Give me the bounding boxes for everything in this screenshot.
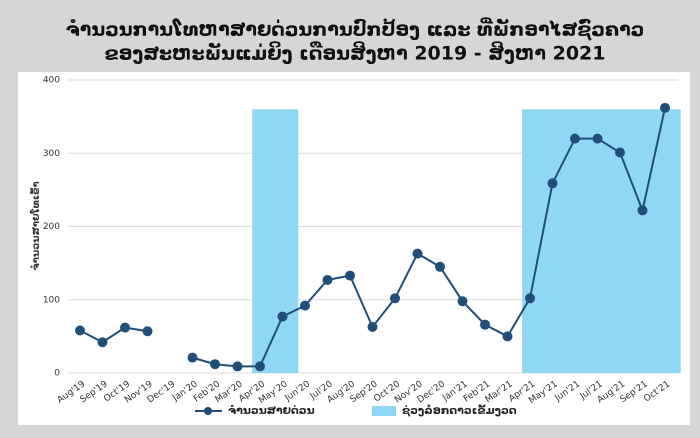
point — [547, 178, 558, 189]
y-tick-label: 200 — [43, 222, 60, 232]
point — [412, 248, 423, 259]
point — [637, 205, 648, 216]
point — [142, 326, 153, 337]
point — [97, 337, 108, 348]
lockdown-band — [252, 109, 299, 374]
chart-title: ຈຳນວນການໂທຫາສາຍດ່ວນການປົກປ້ອງ ແລະ ທີ່ພັກ… — [66, 17, 645, 41]
legend-swatch — [372, 406, 396, 416]
point — [525, 293, 535, 304]
point — [390, 293, 400, 304]
y-axis-label: ຈຳນວນສາຍໂທເຂົ້າ — [28, 181, 42, 270]
point — [255, 361, 265, 372]
point — [187, 352, 198, 363]
point — [300, 300, 310, 311]
y-tick-label: 0 — [54, 369, 60, 379]
series-line — [192, 107, 666, 368]
point — [322, 274, 333, 285]
point — [457, 296, 468, 307]
chart-title: ຂອງສະຫະພັນແມ່ຍິງ ເດືອນສິງຫາ 2019 - ສິງຫາ… — [104, 40, 605, 64]
point — [615, 147, 625, 158]
legend-label: ຈຳນວນສາຍດ່ວນ — [228, 404, 315, 417]
point — [480, 319, 490, 330]
y-tick-label: 400 — [43, 76, 60, 86]
y-tick-label: 300 — [43, 149, 60, 159]
legend-label: ຊ່ວງລ໋ອກດາວເຂັ້ມງວດ — [402, 403, 517, 417]
point — [277, 311, 288, 322]
point — [570, 133, 580, 144]
point — [592, 133, 603, 144]
series-line — [79, 326, 148, 344]
point — [75, 325, 85, 336]
point — [345, 270, 355, 281]
point — [502, 331, 513, 342]
point — [367, 321, 378, 332]
point — [435, 261, 445, 272]
point — [232, 361, 243, 372]
point — [120, 322, 130, 333]
y-tick-label: 100 — [43, 295, 60, 305]
point — [660, 102, 670, 113]
legend-marker — [204, 407, 212, 415]
point — [210, 359, 220, 370]
